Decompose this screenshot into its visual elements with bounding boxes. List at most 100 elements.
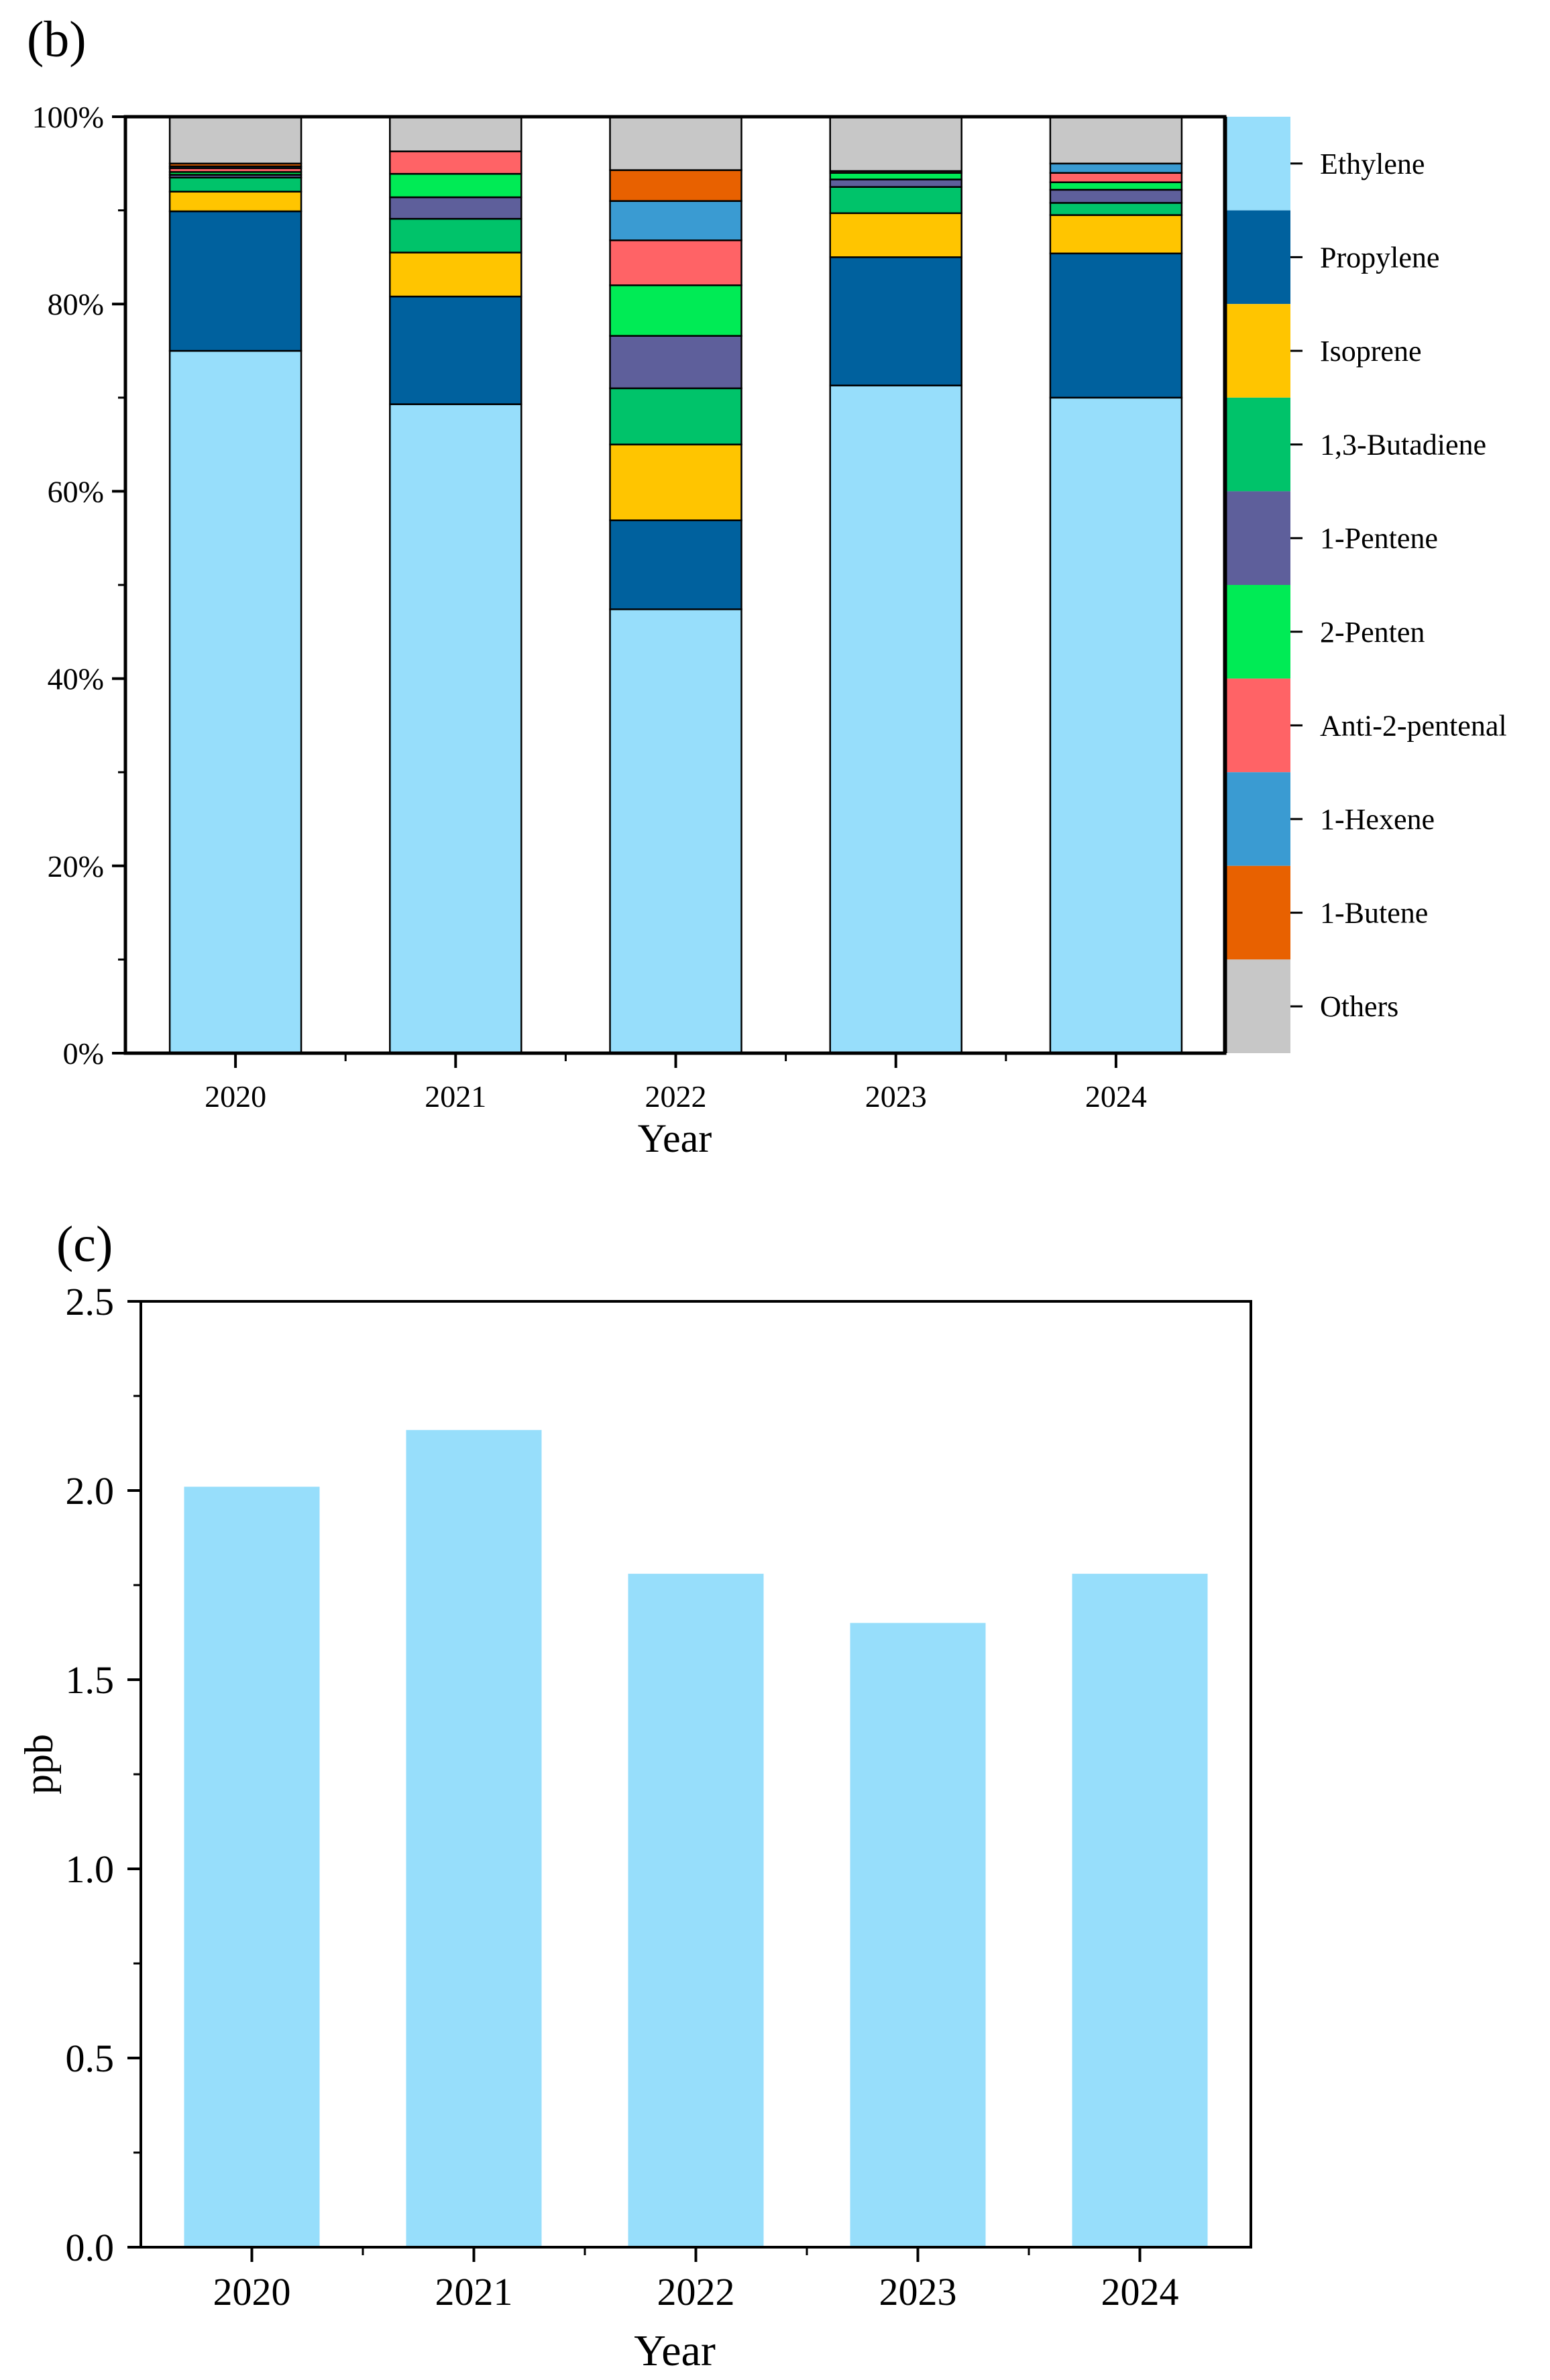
bar-2024	[1072, 1574, 1208, 2247]
bar-segment-2024-s1	[1049, 252, 1183, 399]
bar-segment-2021-s0	[389, 403, 522, 1054]
y-tick-label: 1.0	[66, 1847, 115, 1891]
bar-segment-2020-s0	[168, 349, 302, 1054]
chart-c-bars	[184, 1429, 1208, 2247]
y-tick-label: 0.0	[66, 2226, 115, 2269]
bar-segment-2022-s7	[609, 200, 742, 241]
bar-segment-2022-s1	[609, 519, 742, 610]
y-tick-label: 0%	[63, 1036, 104, 1071]
bar-segment-2024-s7	[1049, 162, 1183, 174]
chart-c: (c) 0.00.51.01.52.02.5 2020 2021 2022 2023 2…	[17, 1216, 1252, 2375]
x-tick-label: 2024	[1085, 1079, 1147, 1114]
bar-2020	[184, 1486, 320, 2247]
chart-b-x-axis-title: Year	[638, 1116, 712, 1160]
legend-label: 1-Hexene	[1320, 803, 1435, 836]
y-tick-label: 2.0	[66, 1469, 115, 1513]
x-tick-label: 2022	[657, 2270, 735, 2314]
x-tick-label: 2021	[425, 1079, 486, 1114]
legend-swatch-7	[1225, 772, 1290, 866]
bar-segment-2020-s9	[168, 115, 302, 165]
legend-swatch-8	[1225, 865, 1290, 960]
legend-swatch-4	[1225, 491, 1290, 585]
x-tick-label: 2022	[645, 1079, 707, 1114]
legend-swatch-9	[1225, 959, 1290, 1053]
bar-segment-2021-s6	[389, 150, 522, 175]
bar-segment-2021-s2	[389, 252, 522, 298]
chart-c-y-axis: 0.0 0.5 1.0 1.5 2.0 2.5	[66, 1280, 141, 2269]
legend-label: 1-Pentene	[1320, 522, 1438, 555]
x-tick-label: 2020	[205, 1079, 266, 1114]
x-tick-label: 2024	[1101, 2270, 1179, 2314]
bar-segment-2023-s4	[829, 178, 962, 188]
bar-segment-2022-s3	[609, 387, 742, 445]
bar-segment-2022-s2	[609, 443, 742, 521]
bar-segment-2021-s3	[389, 217, 522, 254]
y-tick-label: 80%	[48, 287, 104, 321]
chart-b-x-axis: 2020 2021 2022 2023 2024	[205, 1053, 1147, 1114]
legend-label: Others	[1320, 990, 1398, 1023]
bar-segment-2023-s2	[829, 212, 962, 258]
y-tick-label: 0.5	[66, 2037, 115, 2080]
y-tick-label: 2.5	[66, 1280, 115, 1323]
bar-segment-2020-s1	[168, 210, 302, 352]
panel-b-label: (b)	[27, 11, 87, 68]
x-tick-label: 2020	[213, 2270, 291, 2314]
panel-c-label: (c)	[56, 1216, 113, 1273]
x-tick-label: 2021	[435, 2270, 513, 2314]
bar-segment-2024-s5	[1049, 181, 1183, 191]
legend-swatch-0	[1225, 117, 1290, 211]
bar-segment-2023-s3	[829, 186, 962, 215]
chart-b-legend: Ethylene Propylene Isoprene 1,3-Butadiene 1-…	[1223, 117, 1507, 1053]
legend-label: 2-Penten	[1320, 616, 1425, 649]
y-tick-label: 60%	[48, 474, 104, 508]
bar-segment-2024-s2	[1049, 214, 1183, 255]
chart-b: (b) 0%20%40%60%80%100% 2020 2021 2022 2023 2…	[27, 11, 1507, 1160]
bar-2022	[628, 1574, 764, 2247]
bar-segment-2020-s2	[168, 191, 302, 213]
y-tick-label: 40%	[48, 662, 104, 696]
bar-segment-2022-s0	[609, 608, 742, 1054]
bar-segment-2021-s4	[389, 196, 522, 220]
x-tick-label: 2023	[865, 1079, 927, 1114]
legend-label: Isoprene	[1320, 335, 1422, 368]
bar-segment-2022-s9	[609, 115, 742, 171]
bar-2023	[850, 1623, 986, 2247]
bar-segment-2024-s0	[1049, 396, 1183, 1054]
y-tick-label: 100%	[32, 100, 104, 134]
chart-b-bars	[168, 115, 1183, 1054]
legend-label: 1-Butene	[1320, 897, 1428, 930]
chart-b-y-axis: 0% 20% 40% 60% 80% 100%	[32, 100, 125, 1071]
bar-segment-2024-s3	[1049, 202, 1183, 216]
y-tick-label: 1.5	[66, 1658, 115, 1702]
legend-label: Anti-2-pentenal	[1320, 709, 1507, 742]
bar-segment-2023-s9	[829, 115, 962, 172]
legend-swatch-2	[1225, 304, 1290, 398]
bar-2021	[406, 1429, 542, 2247]
bar-segment-2023-s1	[829, 256, 962, 386]
bar-segment-2021-s9	[389, 115, 522, 152]
bar-segment-2023-s0	[829, 384, 962, 1054]
bar-segment-2021-s5	[389, 172, 522, 199]
bar-segment-2024-s9	[1049, 115, 1183, 165]
legend-swatch-1	[1225, 210, 1290, 305]
legend-label: Propylene	[1320, 241, 1439, 274]
bar-segment-2022-s5	[609, 284, 742, 337]
legend-swatch-5	[1225, 585, 1290, 679]
bar-segment-2022-s6	[609, 239, 742, 286]
bar-segment-2022-s4	[609, 335, 742, 390]
legend-label: 1,3-Butadiene	[1320, 429, 1486, 462]
bar-segment-2022-s8	[609, 169, 742, 202]
bar-segment-2023-s5	[829, 172, 962, 180]
bar-segment-2024-s4	[1049, 188, 1183, 204]
y-tick-label: 20%	[48, 849, 104, 883]
bar-segment-2021-s1	[389, 295, 522, 405]
x-tick-label: 2023	[879, 2270, 957, 2314]
legend-swatch-3	[1225, 397, 1290, 492]
chart-c-y-axis-title: ppb	[17, 1734, 61, 1794]
bar-segment-2024-s6	[1049, 172, 1183, 183]
legend-swatch-6	[1225, 678, 1290, 773]
chart-c-x-axis: 2020 2021 2022 2023 2024	[213, 2247, 1179, 2314]
chart-c-x-axis-title: Year	[634, 2326, 716, 2375]
bar-segment-2020-s3	[168, 176, 302, 193]
